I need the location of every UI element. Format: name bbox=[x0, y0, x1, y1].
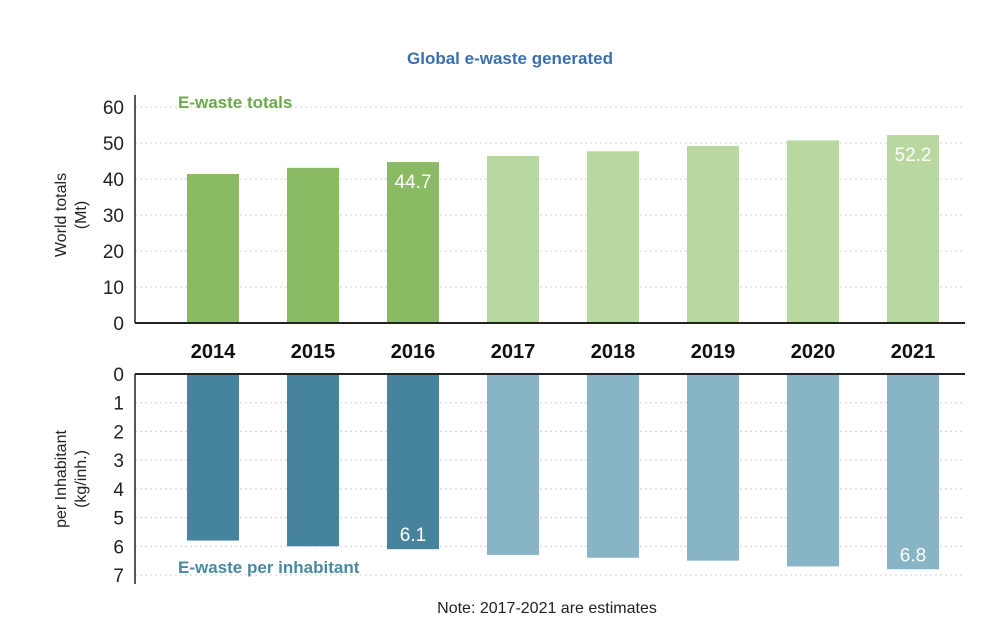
per-inhabitant-panel-label: E-waste per inhabitant bbox=[178, 558, 360, 577]
totals-bar-2018 bbox=[587, 151, 639, 323]
per-inhabitant-bar-2020 bbox=[787, 374, 839, 567]
y-tick-label: 4 bbox=[113, 480, 124, 501]
per-inhabitant-data-label: 6.1 bbox=[400, 525, 426, 546]
y-tick-label: 0 bbox=[113, 365, 124, 386]
chart-title: Global e-waste generated bbox=[407, 49, 613, 68]
totals-y-axis-label: World totals (Mt) bbox=[53, 173, 90, 257]
per-inhabitant-y-axis-label: per Inhabitant (kg/inh.) bbox=[53, 430, 90, 528]
y-tick-label: 30 bbox=[103, 206, 124, 227]
totals-bar-2016 bbox=[387, 162, 439, 323]
x-tick-label: 2017 bbox=[491, 341, 536, 363]
y-tick-label: 60 bbox=[103, 98, 124, 119]
footnote: Note: 2017-2021 are estimates bbox=[437, 600, 657, 617]
totals-y-ticks: 0 10 20 30 40 50 60 bbox=[103, 98, 124, 335]
y-tick-label: 20 bbox=[103, 242, 124, 263]
per-inhabitant-bar-2016 bbox=[387, 374, 439, 550]
y-tick-label: 5 bbox=[113, 509, 124, 530]
per-inhabitant-bar-2014 bbox=[187, 374, 239, 541]
x-tick-label: 2020 bbox=[791, 341, 836, 363]
per-inhabitant-bar-2015 bbox=[287, 374, 339, 547]
top-gridlines bbox=[135, 106, 965, 288]
x-tick-label: 2015 bbox=[291, 341, 336, 363]
totals-bar-2015 bbox=[287, 167, 339, 323]
x-tick-label: 2021 bbox=[891, 341, 936, 363]
bottom-gridlines bbox=[135, 402, 965, 576]
y-tick-label: 1 bbox=[113, 394, 124, 415]
x-tick-label: 2014 bbox=[191, 341, 236, 363]
x-tick-label: 2016 bbox=[391, 341, 436, 363]
totals-bar-2017 bbox=[487, 155, 539, 323]
x-tick-label: 2019 bbox=[691, 341, 736, 363]
totals-bars bbox=[187, 135, 939, 323]
per-inhabitant-data-label: 6.8 bbox=[900, 545, 926, 566]
per-inhabitant-bar-2019 bbox=[687, 374, 739, 561]
totals-data-label: 52.2 bbox=[895, 145, 932, 166]
totals-bar-2014 bbox=[187, 173, 239, 323]
per-inhabitant-bar-2017 bbox=[487, 374, 539, 555]
per-inhabitant-y-ticks: 0 1 2 3 4 5 6 7 bbox=[113, 365, 124, 587]
totals-bar-2019 bbox=[687, 145, 739, 323]
y-tick-label: 6 bbox=[113, 537, 124, 558]
per-inhabitant-bar-2021 bbox=[887, 374, 939, 570]
per-inhabitant-bars bbox=[187, 374, 939, 570]
y-tick-label: 40 bbox=[103, 170, 124, 191]
x-tick-label: 2018 bbox=[591, 341, 636, 363]
totals-bar-2021 bbox=[887, 135, 939, 323]
y-tick-label: 50 bbox=[103, 134, 124, 155]
x-category-labels: 2014 2015 2016 2017 2018 2019 2020 2021 bbox=[191, 341, 936, 363]
totals-panel-label: E-waste totals bbox=[178, 93, 292, 112]
data-labels: 44.7 6.1 52.2 6.8 bbox=[395, 145, 932, 566]
totals-bar-2020 bbox=[787, 140, 839, 323]
y-tick-label: 2 bbox=[113, 422, 124, 443]
y-tick-label: 0 bbox=[113, 314, 124, 335]
totals-data-label: 44.7 bbox=[395, 172, 432, 193]
y-tick-label: 3 bbox=[113, 451, 124, 472]
per-inhabitant-bar-2018 bbox=[587, 374, 639, 558]
y-tick-label: 10 bbox=[103, 278, 124, 299]
y-tick-label: 7 bbox=[113, 566, 124, 587]
